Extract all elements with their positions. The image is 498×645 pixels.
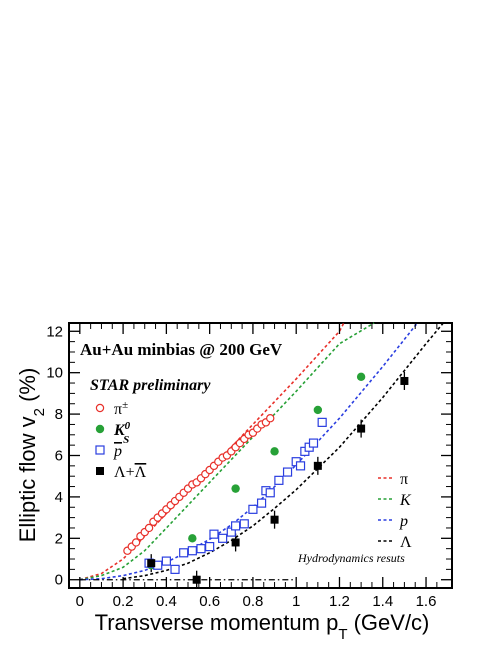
x-tick-label: 1 [292,593,300,610]
line-legend-label: π [400,471,408,488]
data-point-open-circle [144,523,154,533]
x-tick-label: 1.6 [416,593,437,610]
data-point-filled-square [357,424,366,433]
data-point-open-square [231,521,241,531]
y-tick-label: 12 [46,323,63,340]
data-markers [123,372,409,584]
data-point-open-circle [266,414,275,423]
legend-label: π± [114,399,128,418]
x-axis-label: Transverse momentum pT (GeV/c) [95,610,430,643]
legend-label: p [113,443,122,460]
line-legend-label: K [399,492,412,509]
legend-label: Λ+Λ [114,464,147,481]
data-point-filled-circle [313,405,323,415]
data-point-open-square [282,467,293,477]
data-point-open-circle [131,538,141,547]
data-point-open-square [161,556,171,566]
x-tick-label: 0.8 [242,593,263,610]
hydro-curve-p [79,322,419,581]
y-tick-label: 4 [55,489,63,506]
hydro-curve-π [79,322,345,581]
axis-ticks: 0 0.2 0.4 0.6 0.8 1 1.2 1.4 1.6 0 2 4 6 8 10 12 [46,323,452,610]
y-tick-label: 0 [55,572,63,589]
x-tick-label: 0.6 [199,593,220,610]
y-tick-label: 6 [55,448,63,465]
data-point-filled-square [313,461,322,470]
legend-label: K0 S [113,420,131,446]
hydro-note: Hydrodynamics resuts [297,551,405,565]
data-point-open-square [274,475,284,485]
data-point-open-square [317,417,327,427]
data-point-open-square [187,546,197,556]
data-point-filled-square [192,575,201,584]
data-point-open-square [256,498,267,508]
legend-marker-filled-square [96,467,104,475]
collab-label: STAR preliminary [90,377,211,394]
hydro-curves [79,322,444,581]
data-point-open-square [295,461,306,471]
data-point-filled-circle [188,534,197,543]
y-tick-label: 10 [46,365,63,382]
data-point-open-square [170,564,180,574]
data-point-open-square [265,488,275,498]
x-tick-label: 0 [76,593,84,610]
data-point-filled-square [270,515,279,524]
data-point-filled-circle [356,372,366,382]
data-point-open-square [196,544,206,554]
hydro-curve-K [79,322,375,581]
data-point-filled-circle [231,484,240,493]
data-point-open-square [218,533,228,543]
marker-legend: π± K0 Sp Λ+Λ [95,399,147,481]
data-point-open-square [248,504,258,514]
x-tick-label: 0.2 [113,593,134,610]
legend-marker-open-square [95,445,105,455]
hydro-curve-Λ [122,322,444,580]
system-label: Au+Au minbias @ 200 GeV [80,340,283,359]
data-point-filled-circle [270,447,279,456]
x-tick-label: 1.4 [372,593,393,610]
x-tick-label: 1.2 [329,593,350,610]
legend-marker-open-circle [95,403,105,413]
line-legend-label: Λ [400,534,412,551]
legend-marker-filled-circle [95,424,105,434]
y-tick-label: 8 [55,406,63,423]
data-point-open-square [205,541,215,552]
data-point-filled-square [147,559,156,568]
data-point-filled-square [400,376,409,385]
line-legend-label: p [399,513,408,530]
data-point-filled-square [231,538,240,547]
y-tick-label: 2 [55,530,63,547]
data-point-open-square [308,438,319,448]
x-tick-label: 0.4 [156,593,177,610]
data-point-open-square [209,529,219,539]
data-point-open-square [239,519,249,529]
data-point-open-square [179,548,189,558]
y-axis-label: Elliptic flow v2 (%) [15,368,48,543]
